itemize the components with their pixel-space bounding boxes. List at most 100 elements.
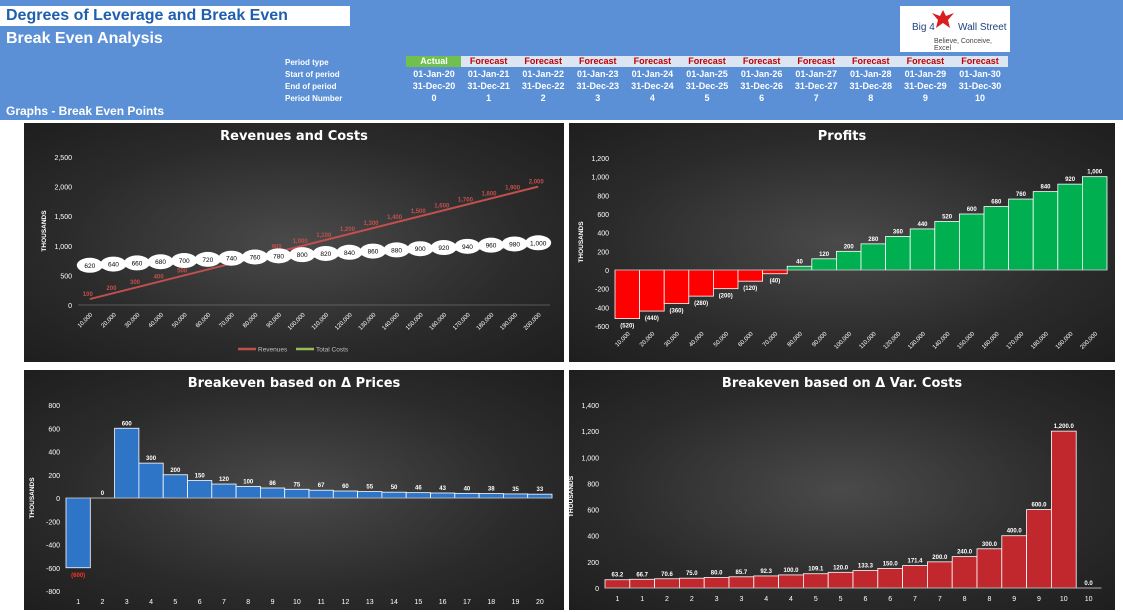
x-tick-label: 3 [739,596,743,603]
bar-data-label: 75 [294,482,301,488]
cost-data-label: 980 [509,241,520,248]
chart-title: Profits [817,129,867,144]
bar-data-label: 70.6 [661,572,673,578]
logo-tagline: Believe, Conceive, Excel [934,38,992,52]
revenue-data-label: 2,000 [529,180,545,186]
bar [308,489,334,499]
bar-data-label: 120 [219,477,230,483]
bar [753,575,780,589]
period-number-cell: 4 [649,93,655,103]
cost-data-label: 640 [108,262,119,269]
bar [1008,198,1034,271]
bar [926,561,953,589]
x-tick-label: 7 [222,599,226,606]
bar [454,492,480,499]
chart-title: Revenues and Costs [220,129,368,144]
x-tick-label: 2 [100,599,104,606]
eagle-icon [932,10,954,28]
cost-label-bubble [430,240,457,256]
cost-data-label: 840 [344,250,355,257]
x-tick-label: 150,000 [957,331,977,351]
x-tick-label: 12 [342,599,350,606]
bar-data-label: 300.0 [982,542,998,548]
bar-data-label: 600.0 [1031,503,1047,509]
period-start-label: Start of period [285,70,340,79]
bar-data-label: 35 [512,487,519,493]
revenue-data-label: 1,800 [481,191,497,197]
period-type-cell: Actual [406,56,462,67]
bar-data-label: 60 [342,484,349,490]
bar [502,493,529,499]
cost-label-bubble [194,251,221,267]
x-tick-label: 10,000 [614,331,632,349]
x-tick-label: 2 [690,596,694,603]
x-tick-label: 90,000 [811,331,829,349]
bar [909,228,936,271]
chart-title: Breakeven based on Δ Var. Costs [721,376,963,391]
period-number-label: Period Number [285,94,343,103]
bar-data-label: 600 [122,421,133,427]
bar-data-label: 46 [415,486,422,492]
x-tick-label: 20,000 [101,312,119,330]
bar [478,493,504,499]
x-tick-label: 4 [764,596,768,603]
y-tick-label: 2,000 [54,185,72,192]
x-tick-label: 170,000 [452,312,472,332]
chart-breakeven-varcosts: Breakeven based on Δ Var. Costs 0 200 400 6… [569,370,1115,610]
y-tick-label: 800 [587,481,599,488]
bar-data-label: 75.0 [686,571,698,577]
period-number-cell: 2 [540,93,546,103]
bar [712,269,739,290]
bar [762,269,788,275]
x-tick-label: 9 [271,599,275,606]
revenue-data-label: 1,200 [340,227,356,233]
bar-data-label: 280 [868,237,879,243]
bar-data-label: 600 [967,207,978,213]
bar [654,578,680,589]
chart-canvas: -800-600-400-2000200400600800THOUSANDS(6… [29,403,553,606]
x-tick-label: 8 [963,596,967,603]
bar [187,480,213,499]
bar [211,483,237,499]
x-tick-label: 70,000 [219,312,237,330]
x-tick-label: 40,000 [688,331,706,349]
cost-data-label: 660 [132,260,143,267]
x-tick-label: 190,000 [1055,331,1075,351]
bar [235,485,261,499]
revenue-data-label: 400 [154,274,165,280]
x-tick-label: 20 [536,599,544,606]
period-number-cell: 10 [974,93,985,103]
bar-data-label: 40 [796,259,803,265]
x-tick-label: 6 [888,596,892,603]
period-type-cell: Forecast [733,56,790,67]
y-tick-label: -200 [46,519,60,526]
bar [1050,430,1077,589]
bar [951,556,978,589]
revenue-data-label: 1,500 [411,209,427,215]
bar-data-label: 100.0 [783,568,799,574]
cost-data-label: 860 [368,249,379,256]
bar-data-label: 1,000 [1087,170,1103,176]
x-tick-label: 5 [814,596,818,603]
y-tick-label: 400 [587,534,599,541]
y-tick-label: -800 [46,589,60,596]
y-tick-label: 1,500 [54,214,72,221]
x-tick-label: 1 [615,596,619,603]
bar [604,579,631,589]
cost-data-label: 940 [462,244,473,251]
cost-data-label: 960 [486,243,497,250]
period-type-cell: Forecast [842,56,899,67]
y-tick-label: -400 [595,305,609,312]
bar [405,492,431,499]
period-type-cell: Forecast [952,56,1008,67]
bar-data-label: 100 [243,479,254,485]
x-tick-label: 9 [1037,596,1041,603]
cost-label-bubble [100,256,127,272]
bar-data-label: 920 [1065,177,1076,183]
y-tick-label: 1,200 [581,429,599,436]
x-tick-label: 18 [487,599,495,606]
bar [138,462,164,499]
x-tick-label: 1 [640,596,644,603]
bar-data-label: 120 [819,252,830,258]
x-tick-label: 11 [318,599,325,606]
